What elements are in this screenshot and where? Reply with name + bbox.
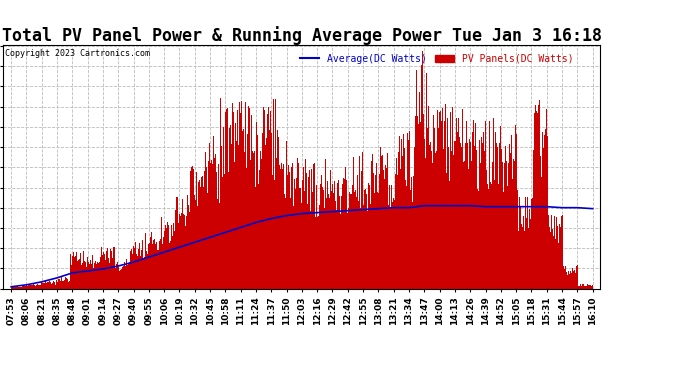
Title: Total PV Panel Power & Running Average Power Tue Jan 3 16:18: Total PV Panel Power & Running Average P… <box>2 26 602 45</box>
Legend: Average(DC Watts), PV Panels(DC Watts): Average(DC Watts), PV Panels(DC Watts) <box>296 50 578 68</box>
Text: Copyright 2023 Cartronics.com: Copyright 2023 Cartronics.com <box>5 49 150 58</box>
